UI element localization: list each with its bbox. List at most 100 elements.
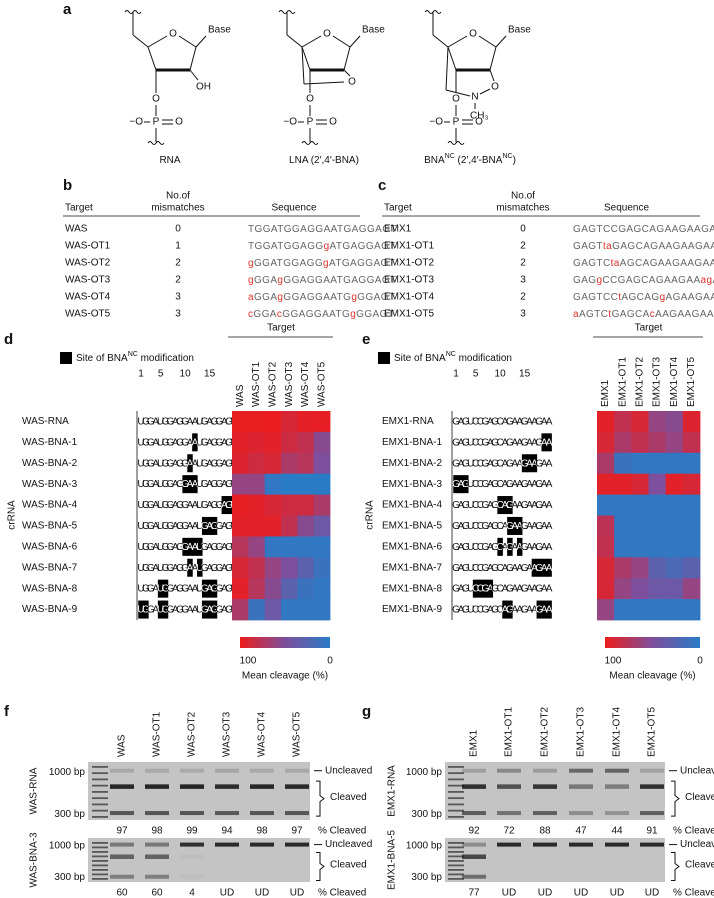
base: A xyxy=(531,521,538,532)
base: A xyxy=(516,458,523,469)
heatmap-cell xyxy=(232,411,249,433)
base: U xyxy=(157,583,164,594)
base: C xyxy=(472,416,479,427)
heatmap-cell xyxy=(281,452,298,475)
base: G xyxy=(142,416,150,427)
substituent: O xyxy=(491,82,499,93)
base: G xyxy=(535,541,543,552)
band-label: Uncleaved xyxy=(680,765,714,776)
base: G xyxy=(633,275,641,286)
bond xyxy=(301,46,311,71)
base: G xyxy=(535,458,543,469)
percent-cleaved: UD xyxy=(502,888,516,898)
base: C xyxy=(601,309,609,320)
text-part: Site of BNA xyxy=(76,353,128,364)
heatmap-cell xyxy=(682,515,701,537)
base: G xyxy=(573,275,581,286)
uncleaved-band xyxy=(533,842,557,847)
modification-site xyxy=(487,579,494,598)
uncleaved-band xyxy=(640,842,664,847)
heatmap-cell xyxy=(232,431,249,454)
base: A xyxy=(502,416,509,427)
base: G xyxy=(142,479,150,490)
column-label: WAS-OT5 xyxy=(316,361,327,407)
base: T xyxy=(596,224,603,235)
position-tick: 5 xyxy=(473,369,479,380)
modification-site xyxy=(211,600,218,619)
structure-name: RNA xyxy=(159,155,180,166)
percent-cleaved: UD xyxy=(610,888,624,898)
crrna-name: EMX1-BNA-8 xyxy=(382,583,442,594)
heatmap-cell xyxy=(248,557,266,579)
base: C xyxy=(477,479,484,490)
heatmap-cell xyxy=(631,557,649,579)
base: A xyxy=(192,500,199,511)
base: A xyxy=(516,437,523,448)
modification-site xyxy=(546,558,552,577)
panel-label: d xyxy=(4,331,13,348)
base: G xyxy=(254,275,262,286)
base: G xyxy=(162,562,170,573)
crrna-name: WAS-BNA-9 xyxy=(22,604,78,615)
heatmap-cell xyxy=(682,578,701,600)
heatmap-cell xyxy=(648,452,667,475)
base: G xyxy=(695,292,703,303)
colorbar-tick: 0 xyxy=(327,656,333,667)
base: G xyxy=(535,416,543,427)
modification-site xyxy=(192,537,198,556)
base: A xyxy=(546,604,553,615)
base: A xyxy=(373,309,380,320)
base: G xyxy=(307,241,315,252)
cleaved-band xyxy=(250,811,274,816)
ladder-band xyxy=(92,797,108,800)
mismatch-count: 1 xyxy=(175,241,181,252)
base: A xyxy=(271,224,278,235)
bond xyxy=(479,88,491,95)
base: A xyxy=(511,437,518,448)
heatmap-cell xyxy=(665,473,684,495)
cleaved-band xyxy=(605,811,629,816)
text-part: modification xyxy=(138,353,194,364)
base: G xyxy=(147,541,155,552)
modification-site xyxy=(201,579,208,598)
base: A xyxy=(671,275,678,286)
base: A xyxy=(187,437,194,448)
base: G xyxy=(263,224,271,235)
base: G xyxy=(284,224,292,235)
base: A xyxy=(152,500,159,511)
base: G xyxy=(521,500,529,511)
base: C xyxy=(603,258,611,269)
base: C xyxy=(472,458,479,469)
modification-site xyxy=(192,475,198,494)
base: T xyxy=(390,275,397,286)
base: t xyxy=(611,258,614,269)
base: A xyxy=(541,562,548,573)
base: A xyxy=(172,562,179,573)
crrna-name: EMX1-BNA-3 xyxy=(382,479,442,490)
base: C xyxy=(611,224,619,235)
base: G xyxy=(673,292,681,303)
base: C xyxy=(496,437,503,448)
base: G xyxy=(627,241,635,252)
base: A xyxy=(658,241,665,252)
sequence: aGGAgGGAGGAATGgGGAGT xyxy=(248,292,395,303)
base: A xyxy=(192,479,199,490)
gel-name: EMX1-RNA xyxy=(387,765,398,817)
base: G xyxy=(357,292,365,303)
base: A xyxy=(531,562,538,573)
base: U xyxy=(196,500,203,511)
bond xyxy=(432,34,449,48)
modification-site xyxy=(211,516,218,535)
position-tick: 15 xyxy=(519,369,531,380)
base: G xyxy=(216,583,224,594)
base: G xyxy=(262,309,270,320)
base: G xyxy=(262,258,270,269)
uncleaved-band xyxy=(145,842,169,847)
base: G xyxy=(292,224,300,235)
phosphate-o-minus: −O xyxy=(429,117,443,128)
base: G xyxy=(612,241,620,252)
percent-cleaved: UD xyxy=(574,888,588,898)
heatmap-cell xyxy=(264,473,282,495)
base: A xyxy=(458,500,465,511)
base: G xyxy=(452,479,460,490)
